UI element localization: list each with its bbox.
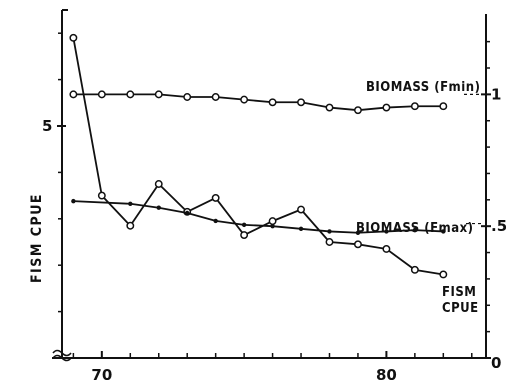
x-axis: 70 80 — [52, 351, 486, 384]
x-tick-label: 70 — [91, 366, 112, 384]
data-point — [154, 90, 163, 99]
data-point — [156, 205, 161, 210]
data-point — [410, 102, 419, 111]
data-point — [154, 180, 163, 188]
data-point — [185, 210, 190, 216]
right-tick-label: 0 — [491, 354, 501, 372]
right-tick-label: 1 — [491, 85, 501, 103]
data-point — [270, 223, 275, 229]
data-point — [384, 229, 389, 234]
left-axis: 5 FISM CPUE — [29, 9, 72, 362]
data-point — [353, 240, 362, 249]
data-point — [327, 229, 332, 234]
data-point — [410, 265, 419, 274]
series-label-biomass-fmin: BIOMASS (Fmin) — [366, 80, 480, 95]
series-line — [73, 93, 444, 112]
left-tick-label: 5 — [42, 117, 52, 135]
series-0 — [69, 33, 448, 279]
data-point — [126, 221, 135, 230]
data-point — [439, 270, 448, 279]
data-point — [71, 198, 76, 204]
right-axis: 1.50 — [481, 14, 506, 372]
data-point — [382, 245, 391, 253]
data-point — [268, 217, 277, 226]
data-point — [97, 191, 106, 200]
data-point — [298, 226, 304, 232]
series-2 — [71, 198, 446, 235]
right-tick-label: .5 — [491, 217, 506, 235]
data-point — [325, 238, 334, 246]
data-point — [240, 95, 249, 104]
series-line — [72, 37, 444, 276]
data-point — [183, 93, 192, 101]
data-point — [412, 227, 418, 233]
data-point — [97, 90, 106, 99]
data-point — [441, 229, 446, 234]
series-layer — [69, 33, 484, 279]
axis-break-stroke — [52, 349, 72, 357]
series-1 — [69, 90, 448, 115]
left-axis-title: FISM CPUE — [29, 193, 45, 283]
data-point — [382, 103, 391, 112]
data-point — [353, 106, 362, 115]
data-point — [211, 193, 220, 202]
data-point — [69, 90, 78, 99]
data-point — [355, 230, 361, 235]
data-point — [69, 33, 78, 42]
data-point — [240, 231, 249, 239]
data-point — [297, 98, 305, 107]
data-point — [128, 201, 133, 206]
x-tick-label: 80 — [376, 366, 397, 384]
data-point — [213, 218, 218, 224]
series-label-biomass-fmax: BIOMASS (Fmax) — [356, 221, 474, 236]
data-point — [297, 205, 305, 214]
data-point — [241, 222, 247, 228]
series-label-fism-cpue: CPUE — [442, 301, 479, 316]
data-point — [325, 103, 334, 112]
data-point — [126, 90, 135, 99]
data-point — [268, 98, 277, 107]
data-point — [439, 102, 448, 111]
series-label-fism-cpue: FISM — [442, 285, 476, 300]
data-point — [211, 93, 220, 101]
